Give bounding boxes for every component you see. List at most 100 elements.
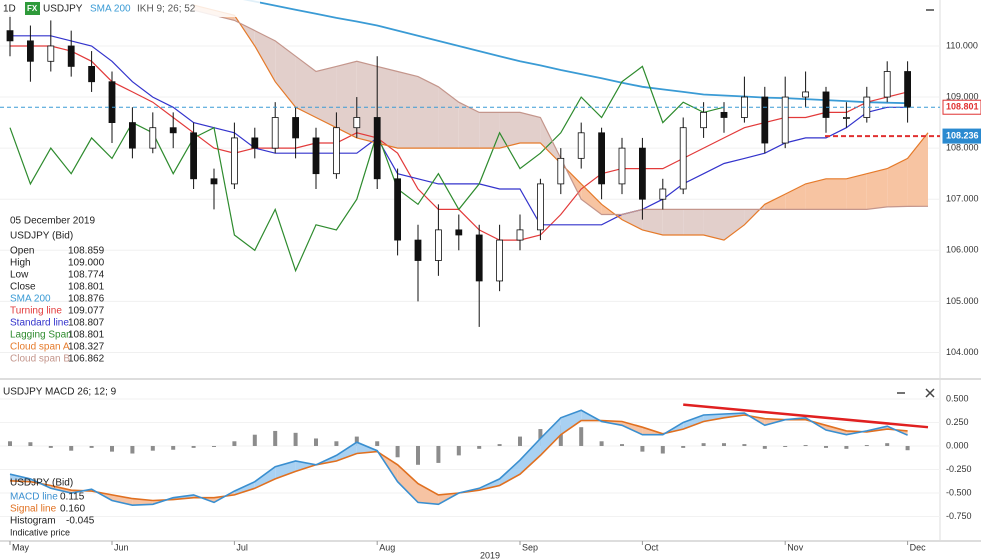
- ikh-indicator[interactable]: IKH 9; 26; 52: [137, 4, 196, 15]
- cloud-fill: [356, 61, 378, 144]
- macd-fill: [703, 414, 724, 422]
- macd-fill: [622, 421, 643, 435]
- histogram-bar: [436, 445, 441, 463]
- candle-body: [251, 137, 259, 149]
- cloud-fill: [295, 56, 316, 118]
- x-tick-label: Nov: [787, 542, 804, 552]
- candle-body: [169, 127, 177, 134]
- cloud-fill: [866, 168, 888, 210]
- histogram-bar: [191, 445, 196, 448]
- candle-body: [108, 81, 116, 123]
- symbol[interactable]: USDJPY: [43, 4, 83, 15]
- histogram-bar: [150, 445, 155, 451]
- y-tick-label: 0.250: [946, 417, 969, 427]
- candle-body: [271, 117, 279, 149]
- histogram-bar: [824, 445, 828, 448]
- candle-body: [700, 111, 707, 129]
- legend-value: 0.160: [60, 504, 85, 515]
- x-tick-label: Oct: [644, 542, 659, 552]
- macd-line: [9, 409, 908, 507]
- macd-fill: [540, 417, 561, 456]
- readout-value: 108.859: [68, 246, 105, 257]
- histogram-bar: [599, 441, 604, 446]
- y-tick-label: -0.250: [946, 464, 972, 474]
- cloud-fill: [785, 183, 806, 210]
- cloud-fill: [907, 132, 928, 207]
- histogram-bar: [701, 443, 706, 446]
- readout-value: 109.000: [68, 258, 105, 269]
- cloud-fill: [683, 209, 704, 235]
- histogram-bar: [69, 445, 74, 451]
- candle-body: [822, 91, 830, 118]
- candle-body: [149, 127, 157, 149]
- x-axis-year: 2019: [480, 550, 500, 560]
- candle-body: [781, 96, 789, 144]
- candle-body: [802, 91, 809, 98]
- legend-label: Signal line: [10, 504, 57, 515]
- candle-body: [679, 127, 687, 190]
- histogram-bar: [660, 445, 665, 454]
- readout-label: Low: [10, 270, 29, 281]
- histogram-bar: [681, 445, 686, 448]
- macd-fill: [336, 442, 357, 462]
- histogram-bar: [497, 444, 502, 446]
- histogram-bar: [28, 442, 33, 446]
- candle-body: [659, 188, 667, 200]
- y-tick-label: 104.000: [946, 347, 979, 357]
- candle-body: [537, 183, 544, 231]
- x-tick-label: Jun: [114, 542, 129, 552]
- legend-value: 108.801: [68, 330, 105, 341]
- y-tick-label: 108.000: [946, 143, 979, 153]
- x-tick-label: Dec: [910, 542, 927, 552]
- readout-label: High: [10, 258, 31, 269]
- histogram-bar: [456, 445, 461, 456]
- interval[interactable]: 1D: [3, 4, 16, 15]
- note: Indicative price: [10, 527, 70, 537]
- candle-body: [332, 127, 340, 175]
- candle-body: [761, 96, 769, 144]
- histogram-bar: [273, 430, 278, 446]
- legend-value: 108.327: [68, 342, 105, 353]
- candle-body: [577, 132, 585, 159]
- readout-value: 108.801: [68, 282, 105, 293]
- histogram-bar: [171, 445, 176, 450]
- readout-label: Close: [10, 282, 36, 293]
- cloud-fill: [622, 209, 643, 230]
- macd-fill: [520, 438, 541, 475]
- candle-body: [210, 178, 218, 185]
- histogram-bar: [130, 445, 135, 454]
- sma-indicator[interactable]: SMA 200: [90, 4, 131, 15]
- cloud-fill: [418, 76, 439, 149]
- histogram-bar: [722, 443, 726, 446]
- cloud-fill: [458, 102, 480, 149]
- candle-body: [639, 147, 646, 200]
- candle-body: [394, 178, 402, 241]
- y-tick-label: 0.500: [946, 393, 969, 403]
- macd-fill: [499, 460, 520, 486]
- legend-value: 108.876: [68, 294, 105, 305]
- y-tick-label: 107.000: [946, 194, 979, 204]
- candle-body: [26, 40, 34, 62]
- macd-title: USDJPY MACD 26; 12; 9: [3, 387, 117, 398]
- histogram-bar: [742, 444, 747, 446]
- histogram-bar: [375, 441, 380, 446]
- legend-label: Standard line: [10, 318, 69, 329]
- readout-title: USDJPY (Bid): [10, 231, 73, 242]
- cloud-fill: [724, 209, 745, 241]
- histogram-bar: [89, 445, 94, 448]
- macd-close[interactable]: [925, 388, 935, 398]
- y-tick-label: 0.000: [946, 440, 969, 450]
- macd-fill: [683, 414, 704, 430]
- candle-body: [312, 137, 320, 175]
- candle-body: [414, 239, 422, 261]
- cloud-fill: [336, 61, 357, 138]
- x-tick-label: Jul: [236, 542, 248, 552]
- x-tick-label: May: [12, 542, 30, 552]
- histogram-bar: [334, 441, 339, 446]
- y-tick-label: 105.000: [946, 296, 979, 306]
- candle-body: [883, 71, 891, 98]
- histogram-bar: [212, 445, 216, 447]
- cloud-fill: [826, 178, 847, 210]
- macd-fill: [295, 461, 316, 472]
